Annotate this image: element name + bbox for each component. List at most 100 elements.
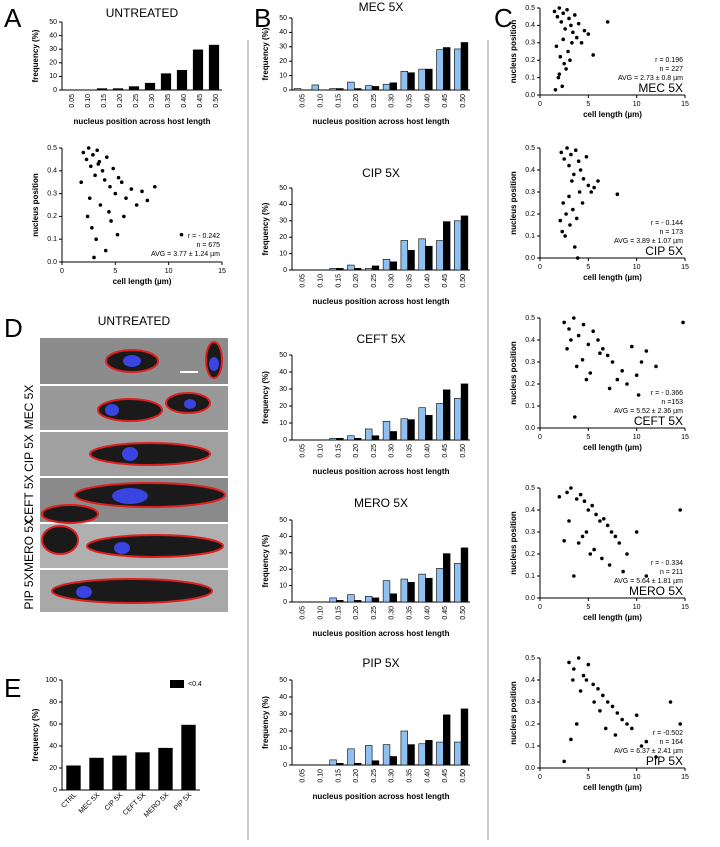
annotation: n = 164 [659, 739, 683, 746]
point [95, 148, 99, 153]
point [568, 58, 572, 62]
x-tick-label: 0.05 [69, 94, 76, 108]
bar [112, 755, 127, 791]
y-tick-label: 0.0 [525, 425, 535, 432]
bar [382, 83, 391, 91]
chart-title: UNTREATED [106, 6, 179, 20]
y-axis-label: frequency (%) [31, 29, 40, 82]
annotation: r = 0.196 [655, 57, 683, 64]
point [569, 23, 573, 28]
point [570, 41, 574, 45]
bar [407, 419, 415, 441]
point [617, 541, 622, 545]
bar [353, 600, 362, 603]
nucleus [122, 447, 138, 461]
y-tick-label: 0 [283, 599, 287, 606]
y-tick-label: 0.2 [47, 213, 57, 220]
x-tick-label: MEC 5X [78, 792, 102, 816]
point [625, 382, 629, 386]
bar [400, 578, 409, 603]
cell [86, 534, 224, 558]
bar [336, 437, 344, 441]
treatment-label: MERO 5X [629, 584, 683, 598]
bar [436, 403, 444, 441]
y-tick-label: 40 [49, 32, 57, 39]
point [562, 539, 566, 543]
point [565, 146, 569, 150]
point [571, 30, 575, 35]
bar [347, 748, 355, 766]
treatment-label: PIP 5X [646, 754, 683, 768]
x-tick-label: 0.30 [149, 94, 156, 108]
bar [365, 85, 373, 91]
point [563, 27, 567, 31]
annotation: n =153 [661, 399, 683, 406]
x-tick-label: 15 [681, 101, 689, 108]
point [582, 499, 587, 504]
point [581, 177, 586, 181]
y-tick-label: 0.4 [525, 337, 535, 344]
annotation: r = - 0.144 [651, 220, 683, 227]
point [98, 203, 103, 207]
y-tick-label: 20 [279, 234, 287, 241]
point [592, 547, 596, 552]
x-tick-label: 10 [633, 774, 641, 781]
panel-label: D [4, 313, 23, 343]
y-tick-label: 30 [279, 218, 287, 225]
y-axis-label: frequency (%) [31, 708, 40, 761]
bar [442, 47, 451, 91]
bar [135, 752, 150, 791]
point [588, 552, 593, 556]
bar [389, 593, 397, 603]
bar [382, 744, 391, 766]
point [584, 530, 589, 534]
point [681, 320, 685, 325]
x-tick-label: 0.10 [318, 274, 325, 288]
point [573, 245, 577, 249]
treatment-label: CIP 5X [645, 244, 683, 258]
point [102, 178, 107, 182]
point [613, 733, 618, 737]
y-tick-label: 0.5 [525, 5, 535, 12]
bar [425, 68, 433, 91]
point [90, 226, 94, 230]
point [607, 386, 612, 391]
x-tick-label: 0.15 [335, 606, 342, 620]
bar [418, 743, 426, 766]
x-tick-label: 15 [681, 774, 689, 781]
x-tick-label: 0.05 [300, 606, 307, 620]
x-tick-label: 0.05 [300, 769, 307, 783]
x-axis-label: nucleus position across host length [313, 297, 450, 306]
x-tick-label: 0 [538, 264, 542, 271]
point [567, 194, 571, 199]
y-tick-label: 0.1 [47, 236, 57, 243]
bar [407, 582, 415, 603]
point [89, 164, 93, 169]
bar [407, 72, 415, 91]
point [145, 198, 150, 203]
x-tick-label: 0.35 [407, 444, 414, 458]
y-tick-label: 0.1 [525, 233, 535, 240]
point [644, 574, 649, 578]
x-tick-label: 15 [681, 264, 689, 271]
point [84, 157, 89, 162]
bar [181, 724, 196, 791]
point [574, 497, 579, 501]
point [578, 689, 583, 693]
annotation: r = -0.502 [653, 730, 683, 737]
bar [436, 568, 444, 603]
point [562, 61, 566, 66]
point [565, 7, 569, 12]
point [598, 709, 602, 713]
x-tick-label: 0.30 [389, 444, 396, 458]
y-tick-label: 0.0 [47, 259, 57, 266]
point [108, 184, 112, 189]
x-axis-label: nucleus position across host length [74, 117, 211, 126]
y-tick-label: 30 [279, 44, 287, 51]
point [678, 722, 682, 726]
y-tick-label: 50 [279, 677, 287, 684]
point [564, 212, 568, 216]
bar [128, 86, 140, 91]
x-tick-label: 0.25 [371, 444, 378, 458]
point [109, 219, 113, 223]
